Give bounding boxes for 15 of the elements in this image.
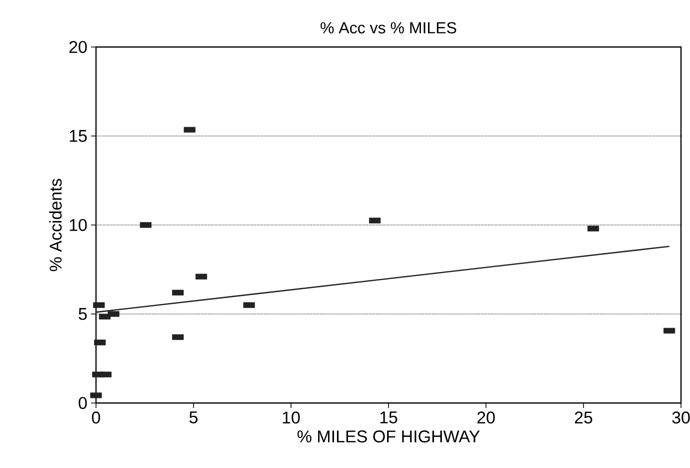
x-tick-label: 25 <box>574 412 592 424</box>
x-tick-label: 10 <box>282 412 300 424</box>
y-tick-label: 10 <box>70 218 87 232</box>
x-tick-label: 30 <box>672 412 690 424</box>
y-tick-label: 20 <box>69 40 87 54</box>
x-tick-label: 0 <box>92 412 100 424</box>
y-tick-label: 5 <box>78 308 87 320</box>
y-tick-label: 0 <box>78 396 87 410</box>
chart-title: % Acc vs % MILES <box>320 22 456 34</box>
y-tick-label: 15 <box>70 130 87 142</box>
x-tick-label: 5 <box>189 412 198 424</box>
x-tick-label: 20 <box>477 412 495 424</box>
y-axis-title: % Accidents <box>49 178 62 272</box>
x-axis-title: % MILES OF HIGHWAY <box>297 430 480 442</box>
x-tick-label: 15 <box>380 412 398 424</box>
